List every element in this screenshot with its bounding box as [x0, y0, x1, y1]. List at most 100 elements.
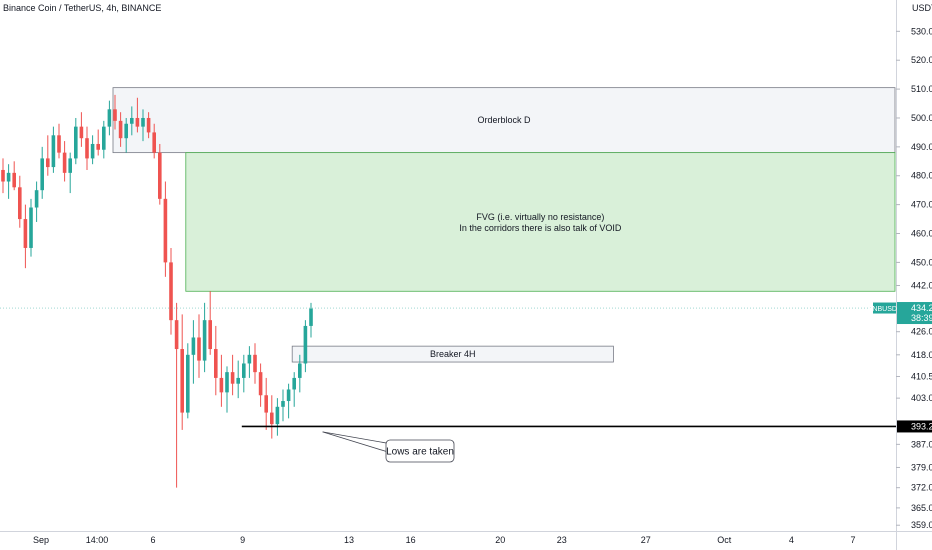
- time-tick-label: 16: [406, 535, 416, 545]
- breaker-zone: [291, 345, 614, 363]
- zones-layer: Orderblock D FVG (i.e. virtually no resis…: [112, 87, 896, 363]
- candle-body: [57, 135, 61, 153]
- callout-text: Lows are taken: [386, 447, 454, 458]
- candle-body: [107, 109, 112, 127]
- candles-layer: [1, 94, 313, 488]
- candle-body: [303, 325, 308, 364]
- price-tick-label: 470.0: [911, 200, 932, 210]
- fvg-zone-label: FVG (i.e. virtually no resistance): [476, 212, 604, 222]
- time-tick-label: 14:00: [86, 535, 109, 545]
- candle-body: [96, 143, 100, 150]
- candle-body: [242, 363, 246, 378]
- price-tick-label: 418.0: [911, 350, 932, 360]
- callout-pointer-b: [322, 431, 389, 453]
- price-tick-label: 379.0: [911, 462, 932, 472]
- candle-body: [68, 158, 72, 173]
- candle-body: [46, 158, 50, 168]
- level-badge: [897, 420, 932, 433]
- candle-body: [264, 395, 268, 413]
- price-tick-label: 426.0: [911, 327, 932, 337]
- price-tick-label: 500.0: [911, 113, 932, 123]
- candle-body: [309, 308, 313, 326]
- time-tick-label: 9: [240, 535, 245, 545]
- candle-body: [219, 377, 224, 393]
- candle-body: [158, 152, 162, 199]
- candle-body: [214, 349, 218, 378]
- candle-body: [286, 389, 291, 402]
- candle-body: [51, 135, 56, 168]
- candle-body: [18, 187, 22, 220]
- candle-body: [191, 337, 196, 355]
- price-tick-label: 387.0: [911, 439, 932, 449]
- time-tick-label: 13: [344, 535, 354, 545]
- candle-body: [208, 320, 212, 350]
- candle-body: [12, 172, 16, 188]
- fvg-zone-sublabel: In the corridors there is also talk of V…: [459, 223, 622, 233]
- price-tick-label: 442.0: [911, 280, 932, 290]
- candle-body: [298, 363, 302, 378]
- price-tick-label: 480.0: [911, 171, 932, 181]
- candle-body: [180, 349, 184, 413]
- candle-body: [135, 117, 140, 127]
- price-tick-label: 460.0: [911, 229, 932, 239]
- price-tick-label: 450.0: [911, 257, 932, 267]
- candle-body: [253, 354, 257, 373]
- candle-body: [141, 117, 145, 127]
- price-tick-label: 530.0: [911, 26, 932, 36]
- last-price-countdown: 38:39: [911, 313, 932, 323]
- price-tick-label: 520.0: [911, 55, 932, 65]
- candle-body: [247, 354, 252, 364]
- candle-body: [29, 207, 33, 248]
- candle-body: [130, 117, 134, 124]
- price-axis[interactable]: 530.0 520.0 510.0 500.0 490.0 480.0 470.0 460.0…: [868, 26, 932, 530]
- candle-body: [85, 138, 89, 159]
- symbol-badge-label: BNBUSDT: [868, 306, 902, 313]
- candle-body: [236, 377, 240, 384]
- candle-body: [197, 337, 201, 361]
- time-tick-label: 6: [150, 535, 155, 545]
- currency-label: USDT: [912, 3, 932, 13]
- price-tick-label: 372.0: [911, 483, 932, 493]
- candle-body: [6, 172, 11, 182]
- candle-body: [270, 412, 274, 425]
- candle-body: [113, 109, 117, 121]
- level-badge-label: 393.2: [911, 421, 932, 431]
- callout-box[interactable]: [385, 439, 455, 463]
- candle-body: [62, 152, 67, 173]
- candle-body: [34, 190, 39, 208]
- price-tick-label: 365.0: [911, 503, 932, 513]
- breaker-zone-label: Breaker 4H: [430, 349, 476, 359]
- last-price-badge: [897, 302, 932, 325]
- candle-body: [258, 372, 263, 396]
- symbol-badge[interactable]: [873, 302, 896, 314]
- candle-body: [281, 401, 285, 407]
- price-tick-label: 510.0: [911, 84, 932, 94]
- candle-body: [163, 198, 168, 263]
- overlay-layer: Lows are taken: [0, 307, 896, 463]
- candle-body: [74, 126, 78, 159]
- candle-body: [118, 120, 123, 139]
- candle-body: [90, 143, 95, 159]
- callout-pointer-a: [322, 431, 393, 445]
- time-tick-label: Oct: [717, 535, 732, 545]
- time-tick-label: 4: [789, 535, 794, 545]
- candle-body: [79, 126, 84, 139]
- candle-body: [174, 320, 179, 350]
- time-tick-label: Sep: [33, 535, 49, 545]
- candle-body: [124, 123, 128, 139]
- time-tick-label: 20: [495, 535, 505, 545]
- time-tick-label: 23: [557, 535, 567, 545]
- candle-body: [152, 132, 156, 153]
- last-price-value: 434.2: [911, 303, 932, 313]
- price-tick-label: 490.0: [911, 142, 932, 152]
- price-tick-label: 403.0: [911, 393, 932, 403]
- candle-body: [1, 169, 5, 182]
- price-tick-label: 359.0: [911, 520, 932, 530]
- candle-body: [102, 126, 106, 150]
- orderblock-zone: [112, 87, 896, 154]
- candle-body: [225, 372, 229, 393]
- time-tick-label: 27: [641, 535, 651, 545]
- candle-body: [23, 219, 28, 248]
